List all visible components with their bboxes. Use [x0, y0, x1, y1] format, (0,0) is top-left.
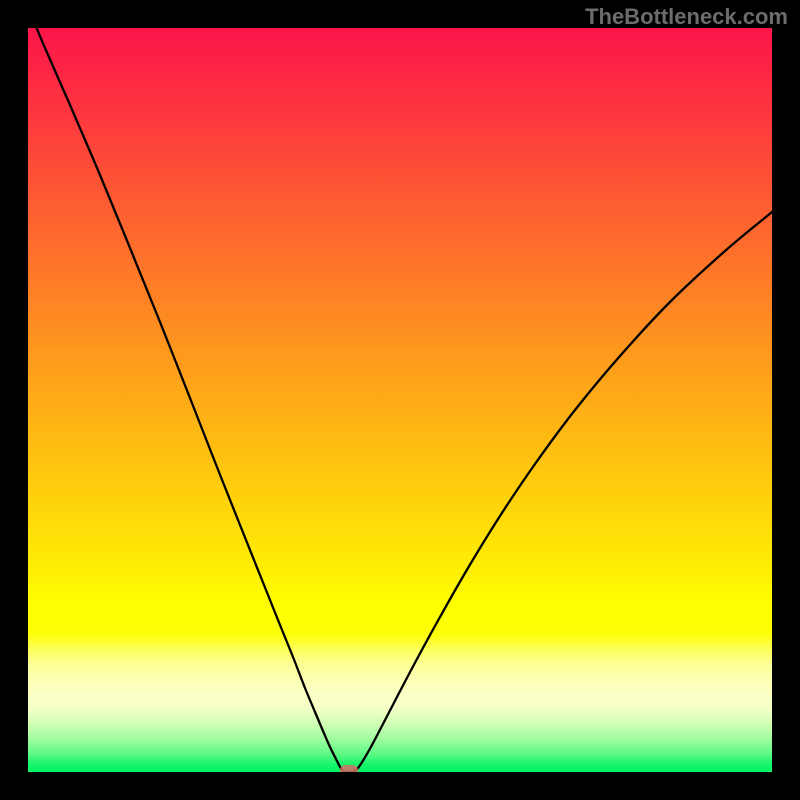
border-left [0, 0, 28, 800]
bottleneck-chart-svg [0, 0, 800, 800]
border-right [772, 0, 800, 800]
chart-container: TheBottleneck.com [0, 0, 800, 800]
plot-background [28, 28, 772, 772]
border-bottom [0, 772, 800, 800]
watermark-text: TheBottleneck.com [585, 4, 788, 30]
